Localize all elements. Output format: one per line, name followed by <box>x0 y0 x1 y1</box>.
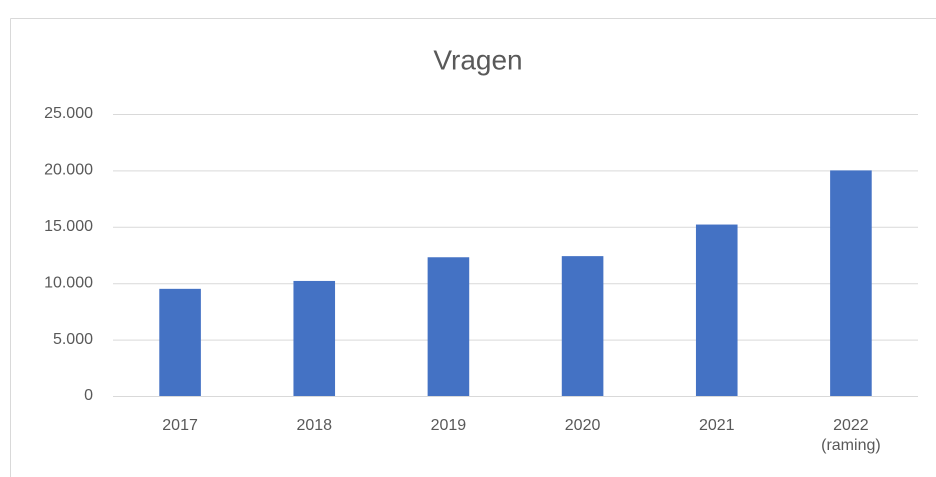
bar <box>695 224 738 396</box>
x-tick-label: 2021 <box>698 417 735 434</box>
x-tick-label-box: 2019 <box>430 417 467 434</box>
x-tick-label: 2017 <box>162 417 198 434</box>
x-tick-label-box: 2022 (raming) <box>821 417 881 454</box>
y-tick-label: 20.000 <box>44 162 93 179</box>
y-tick-label: 5.000 <box>53 331 93 348</box>
y-tick-label: 25.000 <box>44 105 93 122</box>
bar <box>830 170 872 396</box>
y-tick-label: 15.000 <box>44 218 93 235</box>
x-tick-label: 2022 (raming) <box>821 417 881 454</box>
x-tick-label: 2020 <box>564 417 601 434</box>
x-tick-label-box: 2021 <box>698 417 735 434</box>
x-tick-label-box: 2018 <box>296 417 333 434</box>
x-tick-label: 2019 <box>430 417 467 434</box>
x-tick-label: 2018 <box>296 417 333 434</box>
y-tick-label: 0 <box>84 387 93 404</box>
bar <box>293 280 336 396</box>
x-tick-label-box: 2020 <box>564 417 601 434</box>
x-tick-label-box: 2017 <box>162 417 198 434</box>
bar <box>561 256 604 396</box>
bar <box>427 257 470 396</box>
bar <box>159 288 201 396</box>
chart-title: Vragen <box>433 44 522 75</box>
y-tick-label: 10.000 <box>44 274 93 291</box>
